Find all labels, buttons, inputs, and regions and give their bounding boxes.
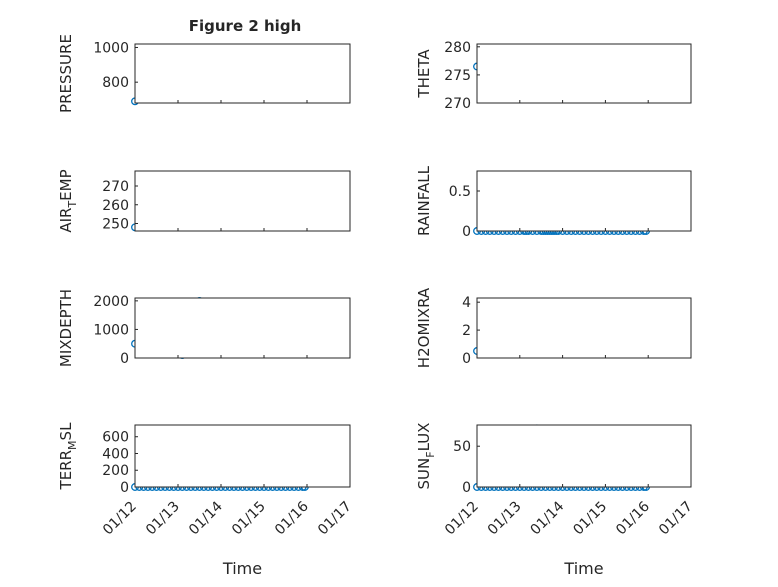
y-tick-label: 250 — [102, 217, 129, 233]
x-tick-label: 01/13 — [143, 499, 183, 539]
y-tick-label: 0 — [462, 351, 471, 367]
subplot-mixdepth: 0 1000 2000 MIXDEPTH — [57, 289, 351, 367]
y-axis-label: TERRMSL — [57, 422, 79, 491]
y-tick-label: 260 — [102, 198, 129, 214]
x-tick-label: 01/12 — [100, 499, 140, 539]
subplot-h2omixra: 0 2 4 H2OMIXRA — [415, 287, 692, 368]
y-label-main: TERR — [57, 450, 75, 491]
x-tick-label: 01/16 — [272, 498, 312, 538]
x-tick-label: 01/17 — [656, 499, 696, 539]
y-tick-label: 0.5 — [449, 184, 471, 200]
y-tick-label: 0 — [120, 480, 129, 496]
y-axis-label: MIXDEPTH — [57, 289, 75, 367]
y-label-main: SUN — [415, 458, 433, 490]
axes-frame — [476, 297, 692, 359]
x-axis-label: Time — [563, 559, 603, 578]
y-axis-label: THETA — [415, 49, 433, 99]
y-label-main: AIR — [57, 208, 75, 233]
y-label-subscript: F — [424, 451, 437, 457]
y-tick-label: 0 — [120, 351, 129, 367]
x-axis-label: Time — [222, 559, 262, 578]
figure-title: Figure 2 high — [189, 17, 302, 35]
y-tick-label: 280 — [444, 40, 471, 56]
y-tick-label: 1000 — [93, 322, 129, 338]
y-tick-label: 0 — [462, 224, 471, 240]
y-tick-label: 800 — [102, 75, 129, 91]
y-tick-label: 200 — [102, 463, 129, 479]
x-tick-label: 01/17 — [315, 499, 355, 539]
x-tick-label: 01/14 — [528, 498, 568, 538]
y-label-subscript: M — [66, 440, 79, 450]
axes-frame — [476, 424, 692, 488]
subplot-theta: 270 275 280 THETA — [415, 40, 692, 112]
x-tick-label: 01/13 — [485, 499, 525, 539]
y-label-subscript: T — [66, 201, 79, 209]
y-label-rest: SL — [57, 422, 75, 441]
x-tick-label: 01/15 — [229, 499, 269, 539]
y-tick-label: 400 — [102, 446, 129, 462]
y-axis-label: SUNFLUX — [415, 423, 437, 490]
subplot-rainfall: 0 0.5 RAINFALL — [415, 165, 692, 240]
x-tick-label: 01/16 — [613, 498, 653, 538]
axes-frame — [476, 170, 692, 232]
y-tick-label: 0 — [462, 480, 471, 496]
x-tick-label: 01/14 — [186, 498, 226, 538]
y-axis-label: PRESSURE — [57, 34, 75, 113]
y-axis-label: H2OMIXRA — [415, 287, 433, 368]
axes-frame — [134, 43, 351, 104]
y-tick-label: 270 — [102, 179, 129, 195]
y-tick-label: 50 — [453, 439, 471, 455]
y-tick-label: 275 — [444, 68, 471, 84]
axes-frame — [134, 170, 351, 232]
y-tick-label: 600 — [102, 430, 129, 446]
y-tick-label: 1000 — [93, 40, 129, 56]
subplot-air_temp: 250 260 270 AIRTEMP — [57, 169, 351, 233]
subplot-pressure: 800 1000 PRESSURE — [57, 34, 351, 113]
y-label-rest: LUX — [415, 423, 433, 452]
axes-frame — [476, 43, 692, 104]
y-axis-label: RAINFALL — [415, 165, 433, 236]
axes-frame — [134, 297, 351, 359]
y-tick-label: 2 — [462, 323, 471, 339]
y-tick-label: 270 — [444, 96, 471, 112]
y-tick-label: 4 — [462, 295, 471, 311]
x-tick-label: 01/15 — [570, 499, 610, 539]
y-tick-label: 2000 — [93, 294, 129, 310]
axes-frame — [134, 424, 351, 488]
y-label-rest: EMP — [57, 169, 75, 200]
x-tick-label: 01/12 — [442, 499, 482, 539]
y-axis-label: AIRTEMP — [57, 169, 79, 232]
